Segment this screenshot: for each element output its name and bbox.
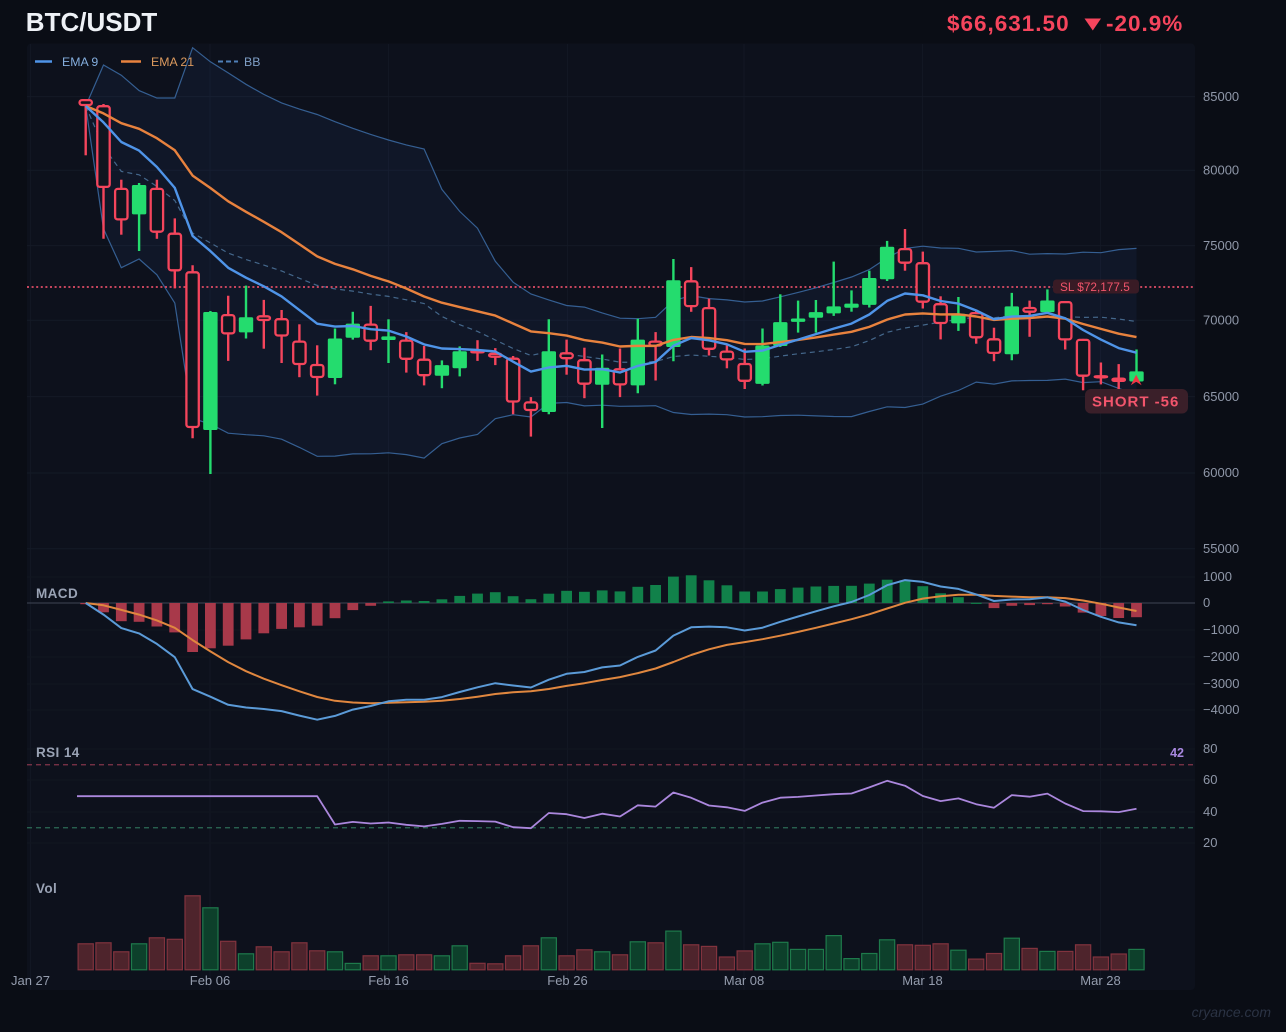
svg-text:RSI 14: RSI 14 xyxy=(36,745,80,760)
svg-text:SHORT -56: SHORT -56 xyxy=(1092,394,1179,411)
svg-text:Feb 06: Feb 06 xyxy=(190,973,230,988)
svg-text:1000: 1000 xyxy=(1203,569,1232,584)
svg-text:Vol: Vol xyxy=(36,881,57,896)
svg-text:40: 40 xyxy=(1203,804,1217,819)
svg-text:EMA 21: EMA 21 xyxy=(151,55,194,69)
svg-text:-20.9%: -20.9% xyxy=(1106,11,1183,36)
svg-text:Feb 26: Feb 26 xyxy=(547,973,587,988)
svg-text:55000: 55000 xyxy=(1203,541,1239,556)
svg-text:−3000: −3000 xyxy=(1203,676,1240,691)
svg-text:Mar 18: Mar 18 xyxy=(902,973,942,988)
svg-text:MACD: MACD xyxy=(36,586,78,601)
svg-text:75000: 75000 xyxy=(1203,238,1239,253)
svg-text:70000: 70000 xyxy=(1203,313,1239,328)
svg-text:65000: 65000 xyxy=(1203,389,1239,404)
svg-text:42: 42 xyxy=(1170,746,1184,760)
svg-text:60: 60 xyxy=(1203,772,1217,787)
svg-text:−1000: −1000 xyxy=(1203,622,1240,637)
svg-text:−2000: −2000 xyxy=(1203,649,1240,664)
svg-text:20: 20 xyxy=(1203,835,1217,850)
svg-text:Jan 27: Jan 27 xyxy=(11,973,50,988)
svg-text:0: 0 xyxy=(1203,595,1210,610)
svg-text:85000: 85000 xyxy=(1203,89,1239,104)
svg-text:−4000: −4000 xyxy=(1203,702,1240,717)
svg-text:BTC/USDT: BTC/USDT xyxy=(26,7,158,37)
svg-text:80: 80 xyxy=(1203,741,1217,756)
svg-text:80000: 80000 xyxy=(1203,163,1239,178)
svg-text:SL $72,177.5: SL $72,177.5 xyxy=(1060,280,1130,294)
svg-text:EMA 9: EMA 9 xyxy=(62,55,98,69)
svg-text:$66,631.50: $66,631.50 xyxy=(947,11,1070,36)
svg-text:Mar 08: Mar 08 xyxy=(724,973,764,988)
svg-text:Mar 28: Mar 28 xyxy=(1080,973,1120,988)
svg-text:cryance.com: cryance.com xyxy=(1192,1004,1272,1020)
svg-text:60000: 60000 xyxy=(1203,465,1239,480)
svg-text:Feb 16: Feb 16 xyxy=(368,973,408,988)
svg-text:BB: BB xyxy=(244,55,260,69)
